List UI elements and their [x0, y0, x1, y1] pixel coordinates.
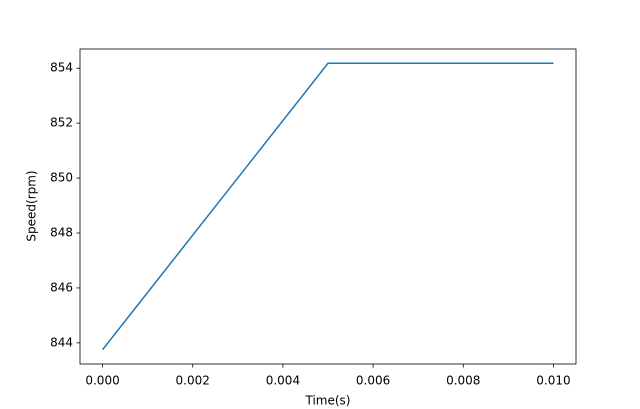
- x-tick-label: 0.004: [266, 374, 300, 388]
- y-axis-label: Speed(rpm): [25, 170, 39, 241]
- y-tick-label: 850: [50, 171, 73, 185]
- y-tick-label: 848: [50, 226, 73, 240]
- x-tick-label: 0.008: [446, 374, 480, 388]
- y-tick-label: 852: [50, 116, 73, 130]
- x-tick-label: 0.002: [176, 374, 210, 388]
- x-tick-label: 0.006: [356, 374, 390, 388]
- y-tick-label: 844: [50, 335, 73, 349]
- x-tick-label: 0.000: [85, 374, 119, 388]
- y-tick-label: 854: [50, 61, 73, 75]
- y-tick-label: 846: [50, 280, 73, 294]
- line-series: [101, 62, 554, 351]
- x-tick-label: 0.010: [536, 374, 570, 388]
- axes-frame: [79, 48, 577, 365]
- x-axis-label: Time(s): [305, 394, 351, 408]
